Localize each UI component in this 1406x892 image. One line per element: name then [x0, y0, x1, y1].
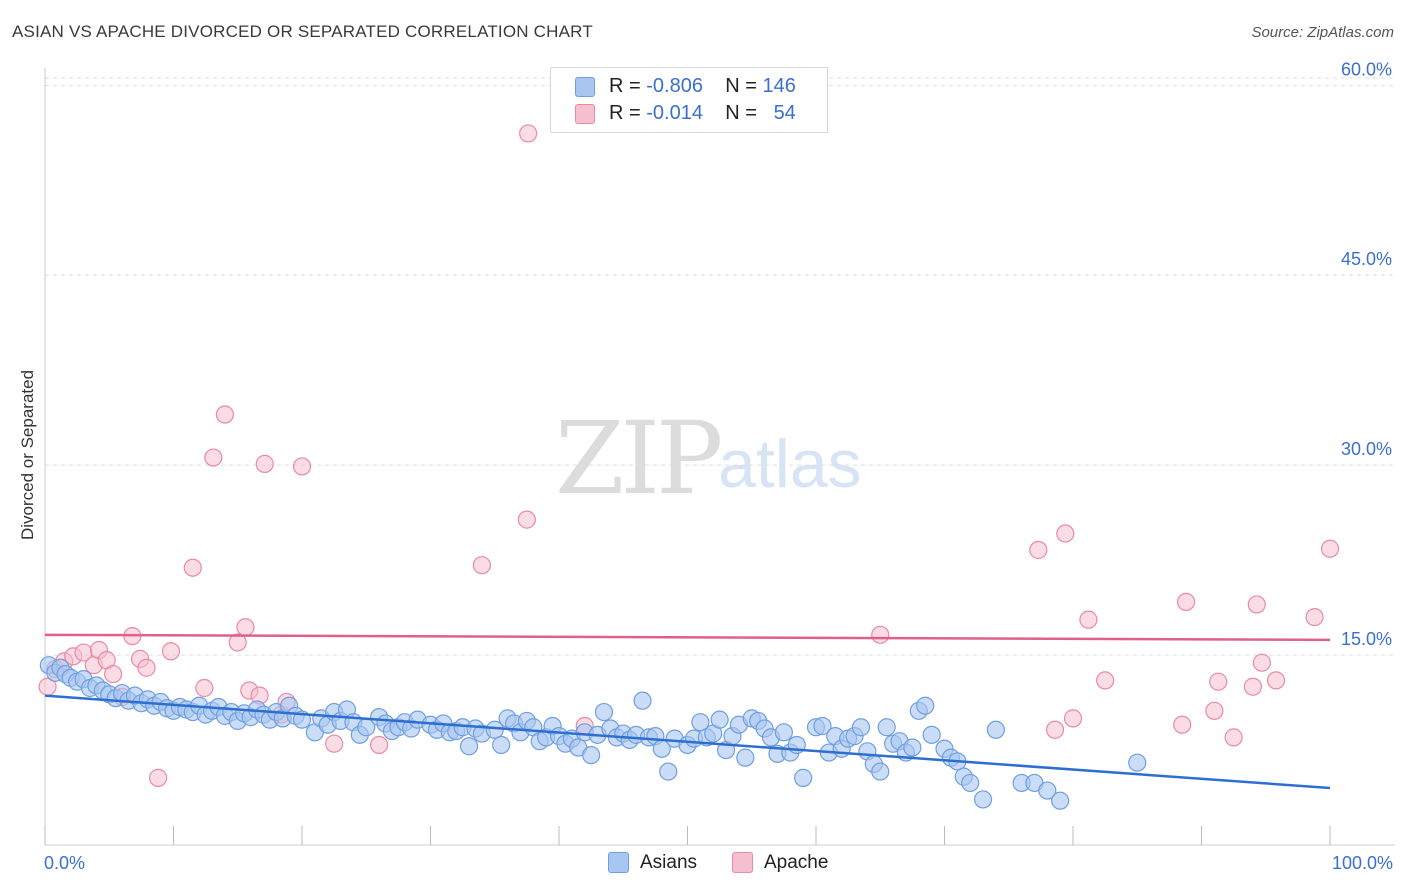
apache-point	[1243, 677, 1263, 696]
y-tick-label: 15.0%	[1341, 629, 1392, 649]
apache-point	[1045, 720, 1065, 739]
x-tick-label: 100.0%	[1332, 853, 1393, 873]
apache-point	[1173, 715, 1192, 734]
apache-point	[1176, 592, 1196, 612]
apache-point	[255, 454, 274, 473]
legend-r-value: -0.806	[646, 75, 703, 97]
watermark-atlas: atlas	[718, 426, 862, 502]
legend-r-label: R =	[609, 102, 641, 124]
apache-point	[325, 734, 344, 753]
legend-n-value: 54	[773, 102, 796, 124]
apache-point	[183, 558, 202, 577]
y-tick-label: 45.0%	[1341, 249, 1392, 269]
apache-point	[1305, 607, 1324, 627]
asian-point	[633, 691, 652, 710]
asian-point	[492, 735, 511, 755]
apache-point	[1079, 610, 1098, 629]
apache-point	[472, 556, 491, 575]
asians-swatch	[575, 77, 595, 97]
apache-swatch	[575, 104, 595, 124]
asian-point	[691, 713, 710, 732]
apache-point	[1252, 653, 1271, 672]
apache-points	[38, 124, 1340, 787]
chart-title: ASIAN VS APACHE DIVORCED OR SEPARATED CO…	[12, 22, 593, 41]
apache-point	[292, 457, 312, 476]
apache-trend-line	[44, 633, 1331, 642]
asians-legend-label: Asians	[640, 852, 698, 873]
apache-point	[1096, 671, 1115, 690]
trend-lines	[44, 633, 1331, 790]
apache-legend-swatch	[732, 852, 753, 873]
legend-n-label: N =	[725, 75, 757, 97]
apache-point	[1209, 672, 1228, 691]
asians-legend-swatch	[608, 852, 629, 873]
asian-point	[1038, 781, 1057, 800]
apache-point	[370, 735, 389, 755]
apache-point	[1205, 701, 1224, 720]
apache-point	[104, 664, 123, 684]
apache-point	[1247, 595, 1266, 614]
apache-point	[228, 633, 247, 652]
asian-point	[710, 710, 729, 729]
apache-point	[517, 510, 536, 529]
asian-point	[1051, 791, 1070, 810]
asian-point	[736, 748, 755, 767]
asian-point	[594, 702, 614, 722]
watermark-zip: ZIP	[555, 400, 723, 517]
axes	[44, 68, 1395, 846]
legend-n-value: 146	[762, 75, 796, 97]
apache-point	[137, 658, 156, 677]
asians-trend-line	[44, 694, 1331, 790]
apache-point	[236, 618, 255, 637]
x-tick-label: 0.0%	[44, 853, 85, 873]
apache-point	[1320, 539, 1340, 558]
asian-point	[774, 723, 793, 742]
asian-point	[1128, 753, 1147, 772]
apache-point	[161, 642, 181, 661]
asian-point	[659, 762, 678, 781]
apache-point	[195, 678, 214, 698]
apache-legend-label: Apache	[764, 852, 829, 873]
y-tick-label: 60.0%	[1341, 59, 1392, 79]
apache-point	[1063, 709, 1083, 728]
asian-point	[922, 725, 941, 744]
grid-lines	[45, 77, 1395, 656]
asian-point	[961, 773, 980, 793]
asian-point	[986, 720, 1006, 739]
asian-point	[459, 737, 479, 756]
correlation-legend: R = -0.806 N = 146 R = -0.014 N = 54	[550, 67, 828, 133]
asian-point	[582, 746, 601, 765]
y-tick-label: 30.0%	[1341, 439, 1392, 459]
apache-point	[148, 768, 168, 787]
asian-point	[973, 790, 993, 809]
asian-point	[903, 738, 922, 757]
legend-n-label: N =	[725, 102, 757, 124]
legend-r-label: R =	[609, 75, 641, 97]
legend-r-value: -0.014	[646, 102, 703, 124]
asian-point	[871, 762, 890, 781]
apache-point	[871, 625, 890, 644]
asian-point	[877, 718, 896, 737]
asian-point	[813, 716, 832, 736]
apache-point	[1029, 540, 1048, 560]
asian-point	[794, 768, 813, 787]
source-label: Source: ZipAtlas.com	[1251, 24, 1394, 41]
apache-point	[215, 405, 234, 424]
apache-point	[1266, 671, 1286, 690]
apache-point	[204, 448, 223, 467]
apache-point	[1056, 524, 1075, 543]
asian-point	[916, 696, 935, 715]
apache-point	[519, 124, 538, 143]
tick-labels: 15.0% 30.0% 45.0% 60.0% 0.0% 100.0%	[44, 59, 1393, 873]
apache-point	[1224, 728, 1243, 747]
asian-point	[851, 718, 871, 737]
